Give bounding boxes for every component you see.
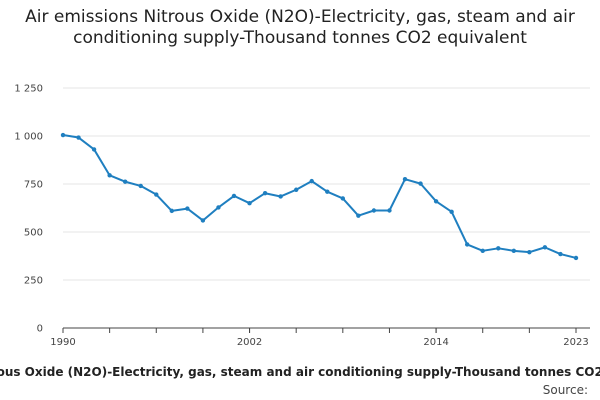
data-point — [262, 191, 268, 196]
data-point — [107, 173, 112, 178]
x-tick-label: 2002 — [237, 337, 262, 348]
data-point — [433, 199, 439, 204]
data-point — [185, 206, 190, 211]
series-layer — [60, 132, 579, 261]
data-point — [340, 196, 346, 201]
data-point — [511, 248, 517, 254]
legend: Air emissions Nitrous Oxide (N2O)-Electr… — [0, 365, 600, 379]
data-point — [387, 208, 392, 213]
data-point — [76, 135, 81, 140]
x-tick-label: 2014 — [423, 337, 448, 348]
y-tick-label: 0 — [37, 324, 43, 335]
chart-title: Air emissions Nitrous Oxide (N2O)-Electr… — [25, 7, 575, 48]
data-point — [480, 248, 485, 254]
data-point — [402, 177, 408, 182]
y-tick-label: 500 — [24, 228, 43, 239]
y-tick-label: 1 000 — [14, 132, 43, 143]
x-tick-label: 1990 — [50, 337, 75, 348]
y-tick-label: 750 — [24, 180, 43, 191]
data-point — [464, 242, 470, 247]
data-point — [542, 245, 548, 250]
data-point — [356, 213, 361, 218]
legend-label: Air emissions Nitrous Oxide (N2O)-Electr… — [0, 365, 600, 379]
data-point — [573, 255, 579, 261]
series-line — [62, 134, 577, 259]
data-point — [216, 205, 221, 210]
data-point — [122, 179, 128, 184]
data-point — [91, 147, 97, 152]
data-point — [418, 181, 423, 186]
data-point — [558, 251, 563, 257]
source-label: Source: — [542, 383, 588, 397]
data-point — [247, 201, 252, 206]
data-point — [293, 187, 299, 192]
data-point — [449, 209, 454, 215]
data-point — [325, 189, 330, 194]
grid-lines — [63, 87, 590, 281]
data-point — [200, 218, 206, 223]
data-point — [496, 246, 501, 251]
data-point — [169, 208, 175, 214]
data-point — [278, 194, 283, 199]
data-point — [371, 208, 377, 213]
data-point — [138, 183, 143, 189]
axes: 0 250 500 750 1 000 1 250 1990 2002 2014 2023 — [14, 84, 590, 348]
x-tick-label: 2023 — [563, 337, 588, 348]
data-point — [309, 178, 314, 184]
data-point — [231, 193, 237, 199]
y-tick-label: 250 — [24, 276, 43, 287]
y-tick-label: 1 250 — [14, 84, 43, 95]
data-point — [154, 192, 159, 197]
data-point — [60, 132, 66, 138]
data-point — [527, 249, 532, 255]
